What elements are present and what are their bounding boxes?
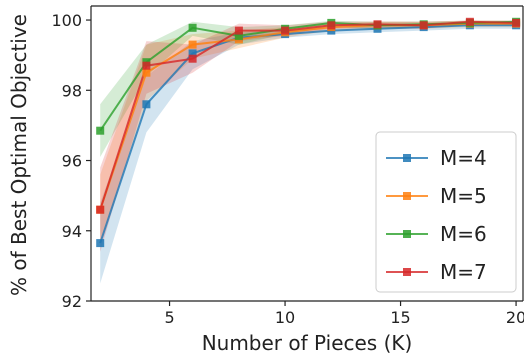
marker-m7-14 bbox=[373, 20, 382, 29]
line-m4 bbox=[99, 24, 517, 244]
marker-m6-8 bbox=[234, 31, 243, 40]
legend-label-m4: M=4 bbox=[440, 146, 487, 170]
marker-m5-6 bbox=[188, 40, 197, 49]
marker-m7-12 bbox=[327, 21, 336, 30]
series-markers bbox=[96, 17, 521, 248]
legend-marker-m7 bbox=[403, 268, 411, 276]
legend: M=4 M=5 M=6 M=7 bbox=[375, 131, 517, 293]
x-ticks: 5 10 15 20 bbox=[164, 301, 524, 327]
y-tick-label-94: 94 bbox=[62, 222, 82, 241]
axes bbox=[90, 5, 524, 302]
legend-marker-m5 bbox=[403, 192, 411, 200]
y-tick-label-100: 100 bbox=[51, 11, 82, 30]
x-axis-label: Number of Pieces (K) bbox=[202, 331, 413, 355]
y-ticks: 92 94 96 98 100 bbox=[51, 11, 91, 311]
legend-label-m6: M=6 bbox=[440, 222, 487, 246]
y-axis-label: % of Best Optimal Objective bbox=[7, 14, 31, 296]
line-m7 bbox=[99, 20, 517, 211]
marker-m5-4 bbox=[142, 68, 151, 77]
marker-m4-2 bbox=[96, 239, 105, 248]
x-tick-label-5: 5 bbox=[164, 308, 174, 327]
marker-m7-6 bbox=[188, 54, 197, 63]
legend-marker-m4 bbox=[403, 154, 411, 162]
marker-m4-4 bbox=[142, 100, 151, 109]
legend-marker-m6 bbox=[403, 230, 411, 238]
legend-box bbox=[375, 131, 517, 293]
y-tick-label-98: 98 bbox=[62, 81, 82, 100]
marker-m6-2 bbox=[96, 126, 105, 135]
marker-m6-6 bbox=[188, 23, 197, 32]
legend-label-m7: M=7 bbox=[440, 260, 487, 284]
marker-m7-4 bbox=[142, 61, 151, 70]
marker-m7-20 bbox=[512, 18, 521, 27]
marker-m7-8 bbox=[234, 26, 243, 35]
marker-m7-18 bbox=[465, 17, 474, 26]
legend-label-m5: M=5 bbox=[440, 184, 487, 208]
marker-m4-6 bbox=[188, 49, 197, 58]
marker-m7-10 bbox=[281, 26, 290, 35]
x-tick-label-15: 15 bbox=[390, 308, 410, 327]
marker-m7-2 bbox=[96, 205, 105, 214]
y-tick-label-92: 92 bbox=[62, 292, 82, 311]
x-tick-label-20: 20 bbox=[506, 308, 524, 327]
y-tick-label-96: 96 bbox=[62, 152, 82, 171]
x-tick-label-10: 10 bbox=[275, 308, 295, 327]
series-lines bbox=[99, 20, 517, 244]
marker-m7-16 bbox=[419, 21, 428, 30]
